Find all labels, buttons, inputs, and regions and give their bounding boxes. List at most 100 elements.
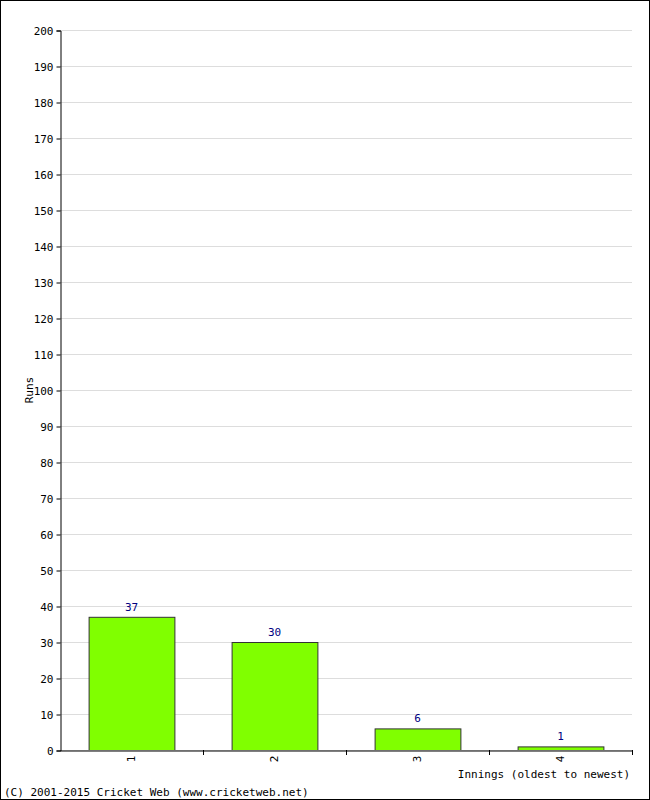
y-axis-title: Runs xyxy=(23,377,36,404)
y-tick-mark xyxy=(57,319,61,320)
y-tick: 200 xyxy=(34,25,61,38)
y-tick-mark xyxy=(57,103,61,104)
y-tick-label: 100 xyxy=(34,385,54,398)
border xyxy=(1,1,650,800)
y-tick: 10 xyxy=(40,709,60,722)
chart: 3730610102030405060708090100110120130140… xyxy=(0,0,650,800)
grid xyxy=(60,31,632,751)
y-tick-label: 110 xyxy=(34,349,54,362)
y-tick: 140 xyxy=(34,241,61,254)
data-label: 37 xyxy=(125,601,138,614)
y-tick: 100 xyxy=(34,385,61,398)
y-tick-label: 190 xyxy=(34,61,54,74)
y-tick-label: 50 xyxy=(40,565,53,578)
y-tick: 160 xyxy=(34,169,61,182)
y-tick: 190 xyxy=(34,61,61,74)
y-tick-mark xyxy=(57,283,61,284)
y-tick-mark xyxy=(57,391,61,392)
y-tick: 110 xyxy=(34,349,61,362)
x-separators xyxy=(204,750,633,755)
y-tick-label: 60 xyxy=(40,529,53,542)
bar xyxy=(375,729,461,750)
grid-line xyxy=(60,354,632,355)
y-tick: 130 xyxy=(34,277,61,290)
bars xyxy=(89,617,604,750)
y-tick-mark xyxy=(57,67,61,68)
grid-line xyxy=(60,30,632,31)
y-tick: 60 xyxy=(40,529,60,542)
y-axis-line xyxy=(57,31,62,751)
y-tick: 70 xyxy=(40,493,60,506)
x-tick-label: 1 xyxy=(125,756,138,763)
data-label: 1 xyxy=(557,730,564,743)
grid-line xyxy=(60,606,632,607)
y-tick-label: 0 xyxy=(47,745,54,758)
y-tick-mark xyxy=(57,463,61,464)
y-tick-label: 40 xyxy=(40,601,53,614)
y-tick-mark xyxy=(57,427,61,428)
grid-line xyxy=(60,282,632,283)
y-tick-label: 150 xyxy=(34,205,54,218)
x-tick-label: 3 xyxy=(411,756,424,763)
y-tick: 120 xyxy=(34,313,61,326)
y-tick-label: 30 xyxy=(40,637,53,650)
copyright: (C) 2001-2015 Cricket Web (www.cricketwe… xyxy=(4,786,309,799)
grid-line xyxy=(60,102,632,103)
y-tick-mark xyxy=(57,751,61,752)
y-tick: 90 xyxy=(40,421,60,434)
y-tick: 40 xyxy=(40,601,60,614)
grid-line xyxy=(60,318,632,319)
y-tick-mark xyxy=(57,175,61,176)
y-tick-mark xyxy=(57,643,61,644)
grid-line xyxy=(60,174,632,175)
x-tick: 1 xyxy=(125,751,138,763)
y-tick-label: 170 xyxy=(34,133,54,146)
y-tick: 0 xyxy=(47,745,61,758)
y-tick-label: 10 xyxy=(40,709,53,722)
grid-line xyxy=(60,462,632,463)
y-tick-label: 80 xyxy=(40,457,53,470)
x-tick: 3 xyxy=(411,751,424,763)
grid-line xyxy=(60,66,632,67)
grid-line xyxy=(60,498,632,499)
y-tick-mark xyxy=(57,715,61,716)
y-tick: 180 xyxy=(34,97,61,110)
grid-line xyxy=(60,426,632,427)
x-tick-label: 2 xyxy=(268,756,281,763)
y-tick-label: 200 xyxy=(34,25,54,38)
y-tick-label: 90 xyxy=(40,421,53,434)
y-tick: 30 xyxy=(40,637,60,650)
y-tick-label: 180 xyxy=(34,97,54,110)
y-tick-label: 160 xyxy=(34,169,54,182)
y-tick-mark xyxy=(57,607,61,608)
y-tick-mark xyxy=(57,535,61,536)
x-separator xyxy=(203,750,204,755)
y-tick: 170 xyxy=(34,133,61,146)
x-tick: 2 xyxy=(268,751,281,763)
x-separator xyxy=(489,750,490,755)
grid-line xyxy=(60,570,632,571)
y-tick-mark xyxy=(57,31,61,32)
x-tick: 4 xyxy=(554,751,567,763)
y-tick-mark xyxy=(57,571,61,572)
grid-line xyxy=(60,246,632,247)
data-label: 6 xyxy=(414,712,421,725)
data-labels: 373061 xyxy=(125,601,564,744)
grid-line xyxy=(60,534,632,535)
bar xyxy=(518,747,604,750)
grid-line xyxy=(60,210,632,211)
y-tick: 80 xyxy=(40,457,60,470)
y-tick-mark xyxy=(57,679,61,680)
y-tick-label: 120 xyxy=(34,313,54,326)
y-axis: 0 10 20 30 40 50 60 70 80 90 100 110 120 130 140 150 160… xyxy=(34,25,61,758)
y-tick: 150 xyxy=(34,205,61,218)
y-tick-mark xyxy=(57,139,61,140)
grid-line xyxy=(60,138,632,139)
x-separator xyxy=(346,750,347,755)
grid-line xyxy=(60,390,632,391)
bar xyxy=(232,643,318,751)
y-tick-mark xyxy=(57,247,61,248)
x-separator xyxy=(632,750,633,755)
y-tick: 20 xyxy=(40,673,60,686)
x-tick-label: 4 xyxy=(554,755,567,762)
